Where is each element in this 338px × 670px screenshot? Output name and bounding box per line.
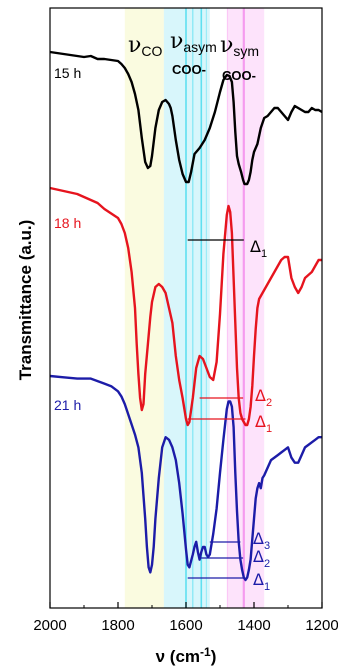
delta-sub-2-0: 3 [264, 540, 270, 552]
series-label-2: 21 h [54, 397, 81, 413]
band-sub-co: CO [141, 43, 162, 59]
series-line-0 [49, 50, 323, 186]
delta-sub-1-0: 2 [266, 397, 272, 409]
band-regions [124, 8, 265, 608]
series-line-1 [49, 186, 322, 427]
series-labels: 15 h 18 h 21 h [54, 65, 81, 413]
x-tick-label-1: 1800 [101, 617, 134, 634]
band-sub2-sym: COO- [222, 68, 256, 83]
band-sub-asym: asym [183, 39, 216, 55]
band-sub2-asym: COO- [172, 62, 206, 77]
series-label-0: 15 h [54, 65, 81, 81]
delta-sub-2-1: 2 [264, 558, 270, 570]
x-axis-title: ν (cm-1) [156, 645, 217, 666]
band-sub-sym: sym [233, 43, 259, 59]
delta-sub-1-1: 1 [266, 423, 272, 435]
x-axis-title-close: ) [211, 647, 217, 666]
delta-sub-0-0: 1 [261, 248, 267, 260]
x-axis-title-sup: -1 [200, 645, 211, 659]
series-label-1: 18 h [54, 215, 81, 231]
series-line-2 [49, 374, 322, 582]
series-layer [49, 50, 323, 582]
y-axis-title: Transmittance (a.u.) [16, 220, 35, 381]
axes: 2000 1800 1600 1400 1200 ν (cm-1) Transmittanc… [16, 7, 338, 666]
x-tick-label-4: 1200 [305, 617, 338, 634]
delta-sub-2-2: 1 [264, 581, 270, 593]
x-tick-label-2: 1600 [169, 617, 202, 634]
x-tick-label-0: 2000 [33, 617, 66, 634]
x-tick-label-3: 1400 [237, 617, 270, 634]
band-region-asym [163, 8, 210, 608]
